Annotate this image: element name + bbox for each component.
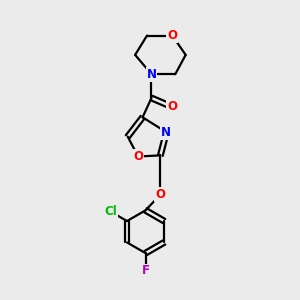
Text: O: O: [167, 29, 177, 42]
Text: N: N: [146, 68, 157, 81]
Text: F: F: [142, 265, 149, 278]
Text: Cl: Cl: [104, 205, 117, 218]
Text: O: O: [133, 150, 143, 163]
Text: O: O: [155, 188, 165, 201]
Text: N: N: [161, 126, 171, 139]
Text: O: O: [167, 100, 177, 113]
